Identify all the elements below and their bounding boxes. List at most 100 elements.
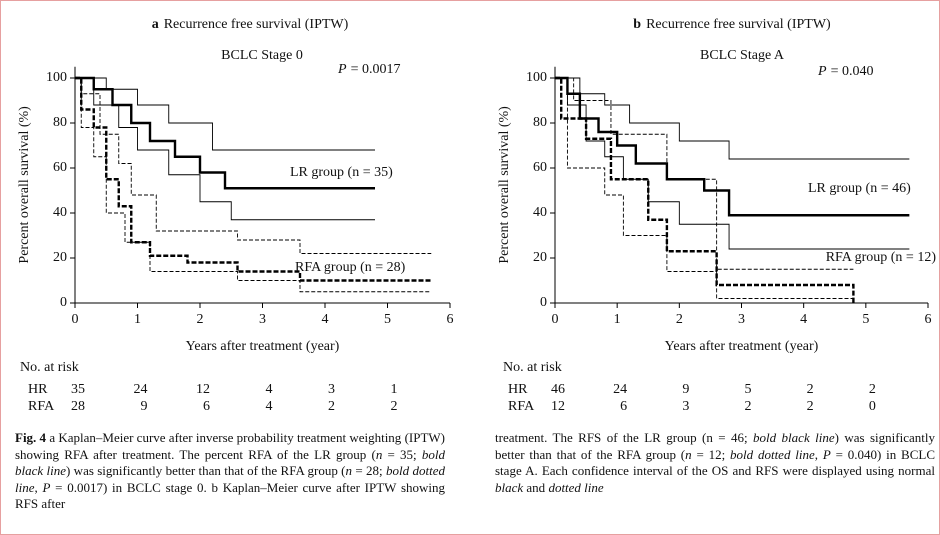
caption-run: = 0.0017) in BCLC stage 0. b Kaplan–Meie… [15,479,445,512]
caption-run: ) was significantly better than that of … [495,430,935,462]
risk-value: 3 [328,382,335,397]
y-tick-label: 40 [53,205,67,220]
risk-value: 2 [745,399,752,414]
x-tick-label: 1 [134,312,141,327]
figure: a Recurrence free survival (IPTW) BCLC Sta… [17,17,937,414]
x-tick-label: 1 [614,312,621,327]
caption-run: = 35; [382,446,422,462]
risk-row-label: RFA [508,399,535,414]
risk-value: 1 [391,382,398,397]
y-tick-label: 40 [533,205,547,220]
x-tick-label: 3 [738,312,745,327]
risk-value: 9 [141,399,148,414]
risk-value: 2 [328,399,335,414]
caption-run: n [345,463,353,478]
p-symbol: P [817,64,827,79]
y-tick-label: 20 [533,250,547,265]
y-tick-label: 60 [53,160,67,175]
risk-value: 2 [807,399,814,414]
survival-curve [555,77,910,160]
y-tick-label: 20 [53,250,67,265]
risk-value: 12 [196,382,210,397]
caption-right: treatment. The RFS of the LR group (n = … [495,430,935,496]
x-tick-label: 3 [259,312,266,327]
caption-run: = 28; [352,463,387,478]
caption-run: bold dotted line [730,446,815,462]
caption-run: n [375,446,383,462]
panel-letter: a [152,17,159,32]
panel-title-text: Recurrence free survival (IPTW) [646,17,831,32]
survival-curve [555,77,910,250]
x-tick-label: 5 [862,312,869,327]
panel-subtitle: BCLC Stage 0 [221,48,303,63]
curve-label: RFA group (n = 12) [826,250,937,265]
y-tick-label: 0 [60,295,67,310]
survival-curve [75,77,375,221]
risk-value: 6 [203,399,210,414]
survival-curve [75,76,375,190]
survival-curve [75,76,432,282]
risk-value: 3 [682,399,689,414]
survival-curve [75,77,432,254]
caption-run: n [685,446,692,462]
risk-value: 2 [869,382,876,397]
caption-run: P [42,479,51,495]
risk-row-label: HR [508,382,528,397]
y-tick-label: 80 [533,115,547,130]
curve-label: LR group (n = 46) [808,181,911,196]
curve-label: RFA group (n = 28) [295,260,406,275]
survival-curve [555,77,854,299]
x-tick-label: 2 [676,312,683,327]
x-axis-label: Years after treatment (year) [665,339,819,354]
p-symbol: P [337,62,347,77]
caption-run: a Kaplan–Meier curve after inverse proba… [15,430,445,462]
x-tick-label: 0 [552,312,559,327]
x-tick-label: 0 [72,312,79,327]
y-tick-label: 100 [46,70,67,85]
y-axis-label: Percent overall survival (%) [497,106,512,264]
survival-curve [555,77,854,270]
caption-run: = 0.040) in BCLC stage A. Each confidenc… [495,446,936,479]
survival-curve [555,76,910,217]
risk-value: 5 [745,382,752,397]
caption-run: treatment. The RFS of the LR group (n = … [495,430,754,445]
caption-run: , [814,446,823,462]
risk-value: 2 [391,399,398,414]
y-tick-label: 60 [533,160,547,175]
caption-run: Fig. 4 [15,430,47,445]
caption-run: , [34,479,43,495]
risk-value: 35 [71,382,85,397]
risk-value: 2 [807,382,814,397]
caption-run: bold black line [753,430,835,445]
y-tick-label: 100 [526,70,547,85]
caption-run: dotted line [548,479,604,495]
panel-title: a Recurrence free survival (IPTW) [152,17,349,32]
panel-subtitle: BCLC Stage A [700,48,785,63]
x-tick-label: 5 [384,312,391,327]
caption-run: black [495,479,524,495]
x-tick-label: 6 [447,312,454,327]
risk-row-label: RFA [28,399,55,414]
x-tick-label: 4 [322,312,329,327]
risk-value: 46 [551,382,565,397]
caption-run: = 12; [691,446,731,462]
p-value: P = 0.040 [817,64,873,79]
y-tick-label: 80 [53,115,67,130]
survival-curve [75,77,375,151]
panel-title: b Recurrence free survival (IPTW) [633,17,831,32]
caption-run: bold black line [15,446,445,479]
x-axis-label: Years after treatment (year) [186,339,340,354]
risk-value: 6 [620,399,627,414]
risk-value: 12 [551,399,565,414]
y-axis-label: Percent overall survival (%) [17,106,32,264]
caption-run: bold dotted line [15,463,445,495]
p-value: P = 0.0017 [337,62,400,77]
risk-row-label: HR [28,382,48,397]
x-tick-label: 4 [800,312,807,327]
risk-title: No. at risk [503,360,562,375]
y-tick-label: 0 [540,295,547,310]
risk-value: 4 [266,382,273,397]
p-text: = 0.040 [831,64,874,79]
x-tick-label: 6 [925,312,932,327]
